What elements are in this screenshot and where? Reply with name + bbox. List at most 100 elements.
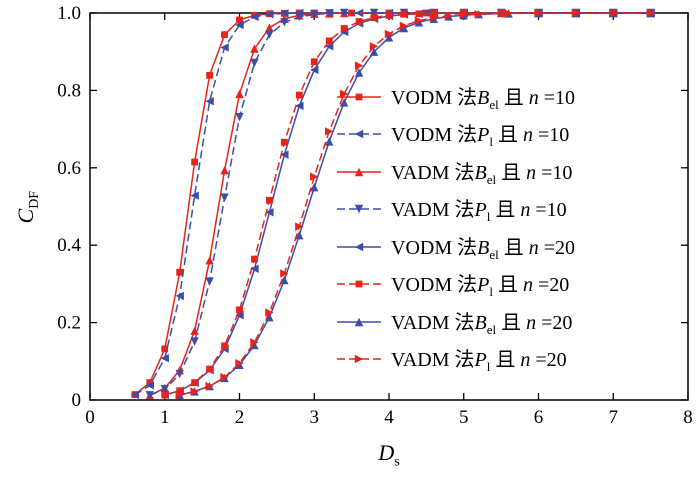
legend-row-5: VODM 法Pl 且 n =20 xyxy=(336,266,575,304)
tri-up-marker xyxy=(205,256,214,265)
tri-right-marker xyxy=(265,308,274,317)
tri-left-marker xyxy=(160,354,169,363)
legend-label: VODM 法Pl 且 n =20 xyxy=(391,274,570,300)
tri-left-marker xyxy=(190,191,199,200)
tri-down-marker xyxy=(280,18,289,27)
tri-left-marker xyxy=(250,12,259,22)
legend-sample xyxy=(337,317,381,326)
legend: VODM 法Bel 且 n =10 VODM 法Pl 且 n =10 VADM 法B… xyxy=(336,78,575,378)
tri-right-marker xyxy=(609,8,618,18)
legend-row-1: VODM 法Pl 且 n =10 xyxy=(336,116,575,154)
series-7 xyxy=(175,8,655,400)
legend-label: VADM 法Pl 且 n =20 xyxy=(391,349,567,375)
square-marker xyxy=(236,306,243,314)
tri-up-marker xyxy=(295,230,304,240)
legend-sample xyxy=(337,93,381,101)
tri-right-marker xyxy=(280,269,289,278)
tri-right-marker xyxy=(571,8,581,18)
legend-row-2: VADM 法Bel 且 n =10 xyxy=(336,153,575,191)
square-marker xyxy=(340,25,348,32)
tri-left-marker xyxy=(145,381,154,390)
legend-sample xyxy=(337,242,381,251)
legend-sample xyxy=(337,355,381,364)
y-tick-label: 1.0 xyxy=(57,3,81,24)
tri-right-marker xyxy=(504,9,513,18)
tri-right-marker xyxy=(190,387,199,396)
square-marker xyxy=(221,31,228,39)
tri-up-marker xyxy=(354,317,364,326)
tri-up-marker xyxy=(250,340,259,350)
y-axis-label-sub: DF xyxy=(27,190,43,209)
square-marker xyxy=(385,11,393,19)
tri-down-marker xyxy=(325,9,334,18)
square-marker xyxy=(221,342,228,350)
legend-row-7: VADM 法Pl 且 n =20 xyxy=(336,341,575,379)
legend-label: VODM 法Bel 且 n =10 xyxy=(391,86,576,112)
square-marker xyxy=(176,268,184,276)
legend-label: VODM 法Bel 且 n =20 xyxy=(391,236,576,262)
tri-up-marker xyxy=(265,23,274,32)
legend-label: VADM 法Bel 且 n =20 xyxy=(391,311,573,337)
legend-row-6: VADM 法Bel 且 n =20 xyxy=(336,303,575,341)
legend-row-0: VODM 法Bel 且 n =10 xyxy=(336,78,575,116)
tri-down-marker xyxy=(160,384,169,394)
tri-left-marker xyxy=(280,9,289,18)
square-marker xyxy=(161,391,169,399)
tri-left-marker xyxy=(265,9,274,19)
tri-right-marker xyxy=(474,9,483,19)
tri-up-marker xyxy=(310,182,319,192)
tri-left-marker xyxy=(220,43,229,52)
x-axis-label-sub: s xyxy=(394,454,400,470)
square-marker xyxy=(355,93,363,101)
tri-down-marker xyxy=(205,277,214,286)
tri-left-marker xyxy=(250,264,259,274)
tri-right-marker xyxy=(534,8,543,18)
tri-right-marker xyxy=(384,29,394,39)
tri-right-marker xyxy=(339,89,349,99)
tri-left-marker xyxy=(354,242,364,251)
tri-left-marker xyxy=(295,101,304,111)
square-marker xyxy=(295,91,303,99)
tri-up-marker xyxy=(354,68,364,77)
square-marker xyxy=(251,255,258,263)
x-tick-label: 1 xyxy=(160,407,170,428)
square-marker xyxy=(191,158,199,166)
legend-label: VADM 法Pl 且 n =10 xyxy=(391,199,567,225)
x-tick-label: 5 xyxy=(459,407,469,428)
tri-down-marker xyxy=(339,8,349,18)
y-axis-label-main: C xyxy=(12,208,38,224)
tri-left-marker xyxy=(235,20,244,30)
tri-right-marker xyxy=(310,172,319,181)
tri-down-marker xyxy=(265,30,274,39)
tri-up-marker xyxy=(325,137,334,146)
x-tick-label: 6 xyxy=(534,407,544,428)
tri-down-marker xyxy=(235,112,244,122)
legend-sample xyxy=(337,280,381,288)
tri-up-marker xyxy=(265,312,274,322)
tri-right-marker xyxy=(429,13,439,22)
y-tick-label: 0.2 xyxy=(57,313,81,334)
tri-up-marker xyxy=(235,89,244,99)
tri-left-marker xyxy=(130,390,140,400)
tri-right-marker xyxy=(444,11,453,20)
tri-right-marker xyxy=(175,390,184,400)
square-marker xyxy=(176,387,184,395)
tri-right-marker xyxy=(295,222,304,231)
x-axis-label: Ds xyxy=(90,440,688,470)
tri-right-marker xyxy=(220,372,229,382)
square-marker xyxy=(325,37,333,45)
square-marker xyxy=(191,379,199,386)
square-marker xyxy=(370,14,378,22)
legend-sample xyxy=(337,205,381,214)
square-marker xyxy=(236,16,243,24)
legend-row-3: VADM 法Pl 且 n =10 xyxy=(336,191,575,229)
x-tick-label: 0 xyxy=(85,407,95,428)
tri-down-marker xyxy=(369,8,379,18)
x-tick-label: 7 xyxy=(609,407,619,428)
tri-down-marker xyxy=(295,12,304,22)
tri-left-marker xyxy=(280,150,289,159)
tri-up-marker xyxy=(399,23,409,33)
square-marker xyxy=(430,9,438,17)
x-tick-label: 4 xyxy=(384,407,394,428)
